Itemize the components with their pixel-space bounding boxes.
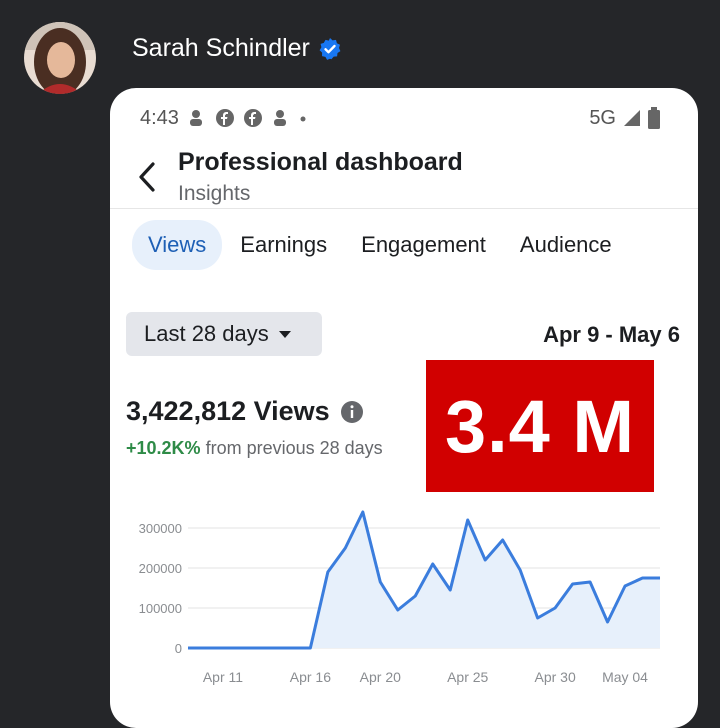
facebook-icon <box>215 108 235 128</box>
x-tick-label: Apr 11 <box>203 669 243 685</box>
x-tick-label: Apr 20 <box>360 669 401 685</box>
x-tick-label: Apr 25 <box>447 669 488 685</box>
change-percent: +10.2K% <box>126 438 201 458</box>
battery-icon <box>648 107 660 129</box>
verified-badge-icon <box>318 37 342 61</box>
date-range-dropdown[interactable]: Last 28 days <box>126 312 322 356</box>
y-tick-label: 100000 <box>139 601 182 616</box>
caret-down-icon <box>279 331 291 338</box>
y-tick-label: 200000 <box>139 561 182 576</box>
x-tick-label: May 04 <box>602 669 648 685</box>
info-icon[interactable] <box>340 400 364 424</box>
author-name[interactable]: Sarah Schindler <box>132 34 310 63</box>
facebook-icon-2 <box>243 108 263 128</box>
date-range-dropdown-label: Last 28 days <box>144 321 269 347</box>
tab-engagement[interactable]: Engagement <box>345 220 502 270</box>
tab-views[interactable]: Views <box>132 220 222 270</box>
author-name-row: Sarah Schindler <box>132 34 342 63</box>
x-tick-label: Apr 30 <box>534 669 575 685</box>
back-arrow-icon[interactable] <box>136 160 158 194</box>
person-notification-icon <box>187 108 207 128</box>
dot-icon <box>299 108 307 128</box>
person-notification-icon-2 <box>271 108 291 128</box>
change-label: from previous 28 days <box>206 438 383 458</box>
author-avatar[interactable] <box>24 22 96 94</box>
y-tick-label: 0 <box>175 641 182 656</box>
y-tick-label: 300000 <box>139 521 182 536</box>
tab-audience[interactable]: Audience <box>504 220 628 270</box>
insights-tabs: Views Earnings Engagement Audience <box>132 220 630 270</box>
status-right: 5G <box>589 107 660 130</box>
x-tick-label: Apr 16 <box>290 669 331 685</box>
page-title: Professional dashboard <box>178 148 463 177</box>
date-range-text: Apr 9 - May 6 <box>543 322 680 348</box>
notification-icons <box>187 108 307 128</box>
views-change: +10.2K% from previous 28 days <box>126 438 383 459</box>
status-bar: 4:43 5G <box>140 106 660 130</box>
network-type: 5G <box>589 107 616 130</box>
views-total-row: 3,422,812 Views <box>126 396 364 427</box>
overlay-badge: 3.4 M <box>426 360 654 492</box>
status-time: 4:43 <box>140 107 179 130</box>
page-header: Professional dashboard Insights <box>110 144 698 209</box>
views-total: 3,422,812 Views <box>126 396 330 427</box>
signal-icon <box>622 108 642 128</box>
tab-earnings[interactable]: Earnings <box>224 220 343 270</box>
views-chart: 0 100000 200000 300000 Apr 11 Apr 16 Apr 20 Apr… <box>110 498 698 698</box>
page-subtitle: Insights <box>178 182 250 206</box>
